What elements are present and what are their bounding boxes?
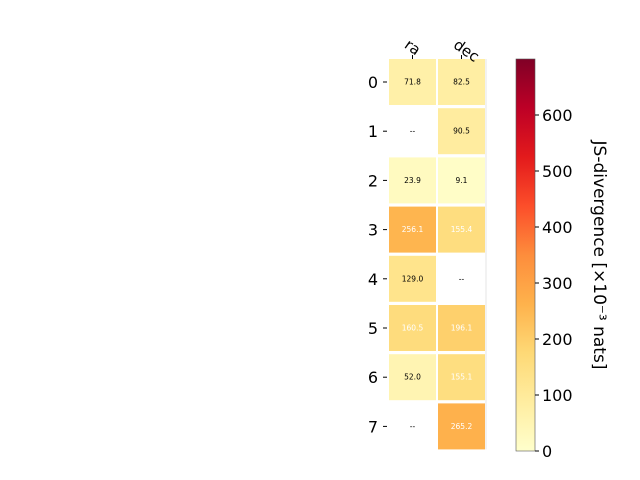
colorbar-tick-label-500: 500: [542, 162, 573, 181]
cell-label-r2-dec: 9.1: [456, 176, 468, 185]
heatmap-cell-r3-dec: [438, 206, 485, 253]
row-label-4: 4: [368, 270, 378, 289]
heatmap-cell-r5-ra: [389, 305, 436, 351]
cell-label-r7-dec: 265.2: [451, 422, 473, 431]
row-label-6: 6: [368, 368, 378, 387]
colorbar: 0 100 200 300 400 500 600: [515, 58, 573, 461]
heatmap-cell-r1-dec: [438, 108, 485, 155]
cell-label-r1-ra: --: [410, 127, 416, 136]
column-label-ra: ra: [401, 36, 424, 60]
cell-label-r5-dec: 196.1: [451, 324, 473, 333]
cell-label-r7-ra: --: [410, 422, 416, 431]
colorbar-tick-label-200: 200: [542, 330, 573, 349]
cell-label-r0-ra: 71.8: [404, 78, 421, 87]
heatmap-cell-r4-ra: [389, 255, 436, 302]
cell-label-r5-ra: 160.5: [402, 324, 424, 333]
heatmap-cell-r0-dec: [438, 59, 485, 105]
colorbar-tick-label-300: 300: [542, 274, 573, 293]
heatmap-cell-r6-ra: [389, 354, 436, 401]
row-label-5: 5: [368, 319, 378, 338]
cell-label-r6-dec: 155.1: [451, 373, 473, 382]
colorbar-tick-label-0: 0: [542, 442, 552, 461]
heatmap-cells: 71.8 82.5 -- 90.5 23.9 9.1 256.1 155.4 129.0 -- 16…: [389, 59, 487, 450]
row-label-2: 2: [368, 171, 378, 190]
row-label-0: 0: [368, 73, 378, 92]
heatmap-cell-r2-ra: [389, 157, 436, 204]
colorbar-gradient: [515, 58, 536, 452]
heatmap-cell-r5-dec: [438, 305, 485, 351]
row-ticks: 0 1 2 3 4 5 6 7: [368, 73, 387, 436]
cell-label-r4-ra: 129.0: [402, 274, 424, 283]
cell-label-r1-dec: 90.5: [453, 127, 470, 136]
heatmap-cell-r0-ra: [389, 59, 436, 105]
heatmap-cell-r2-dec: [438, 157, 485, 204]
cell-label-r2-ra: 23.9: [404, 176, 421, 185]
heatmap-cell-r6-dec: [438, 354, 485, 401]
cell-label-r6-ra: 52.0: [404, 373, 421, 382]
heatmap-cell-r7-dec: [438, 403, 485, 450]
heatmap-cell-r3-ra: [389, 206, 436, 253]
cell-label-r3-dec: 155.4: [451, 225, 473, 234]
colorbar-label: JS-divergence [×10⁻³ nats]: [589, 140, 609, 370]
colorbar-tick-label-400: 400: [542, 218, 573, 237]
colorbar-tick-label-600: 600: [542, 106, 573, 125]
row-label-3: 3: [368, 221, 378, 240]
cell-label-r4-dec: --: [459, 274, 465, 283]
row-label-7: 7: [368, 417, 378, 436]
cell-label-r0-dec: 82.5: [453, 78, 470, 87]
colorbar-tick-label-100: 100: [542, 386, 573, 405]
row-label-1: 1: [368, 122, 378, 141]
cell-label-r3-ra: 256.1: [402, 225, 424, 234]
